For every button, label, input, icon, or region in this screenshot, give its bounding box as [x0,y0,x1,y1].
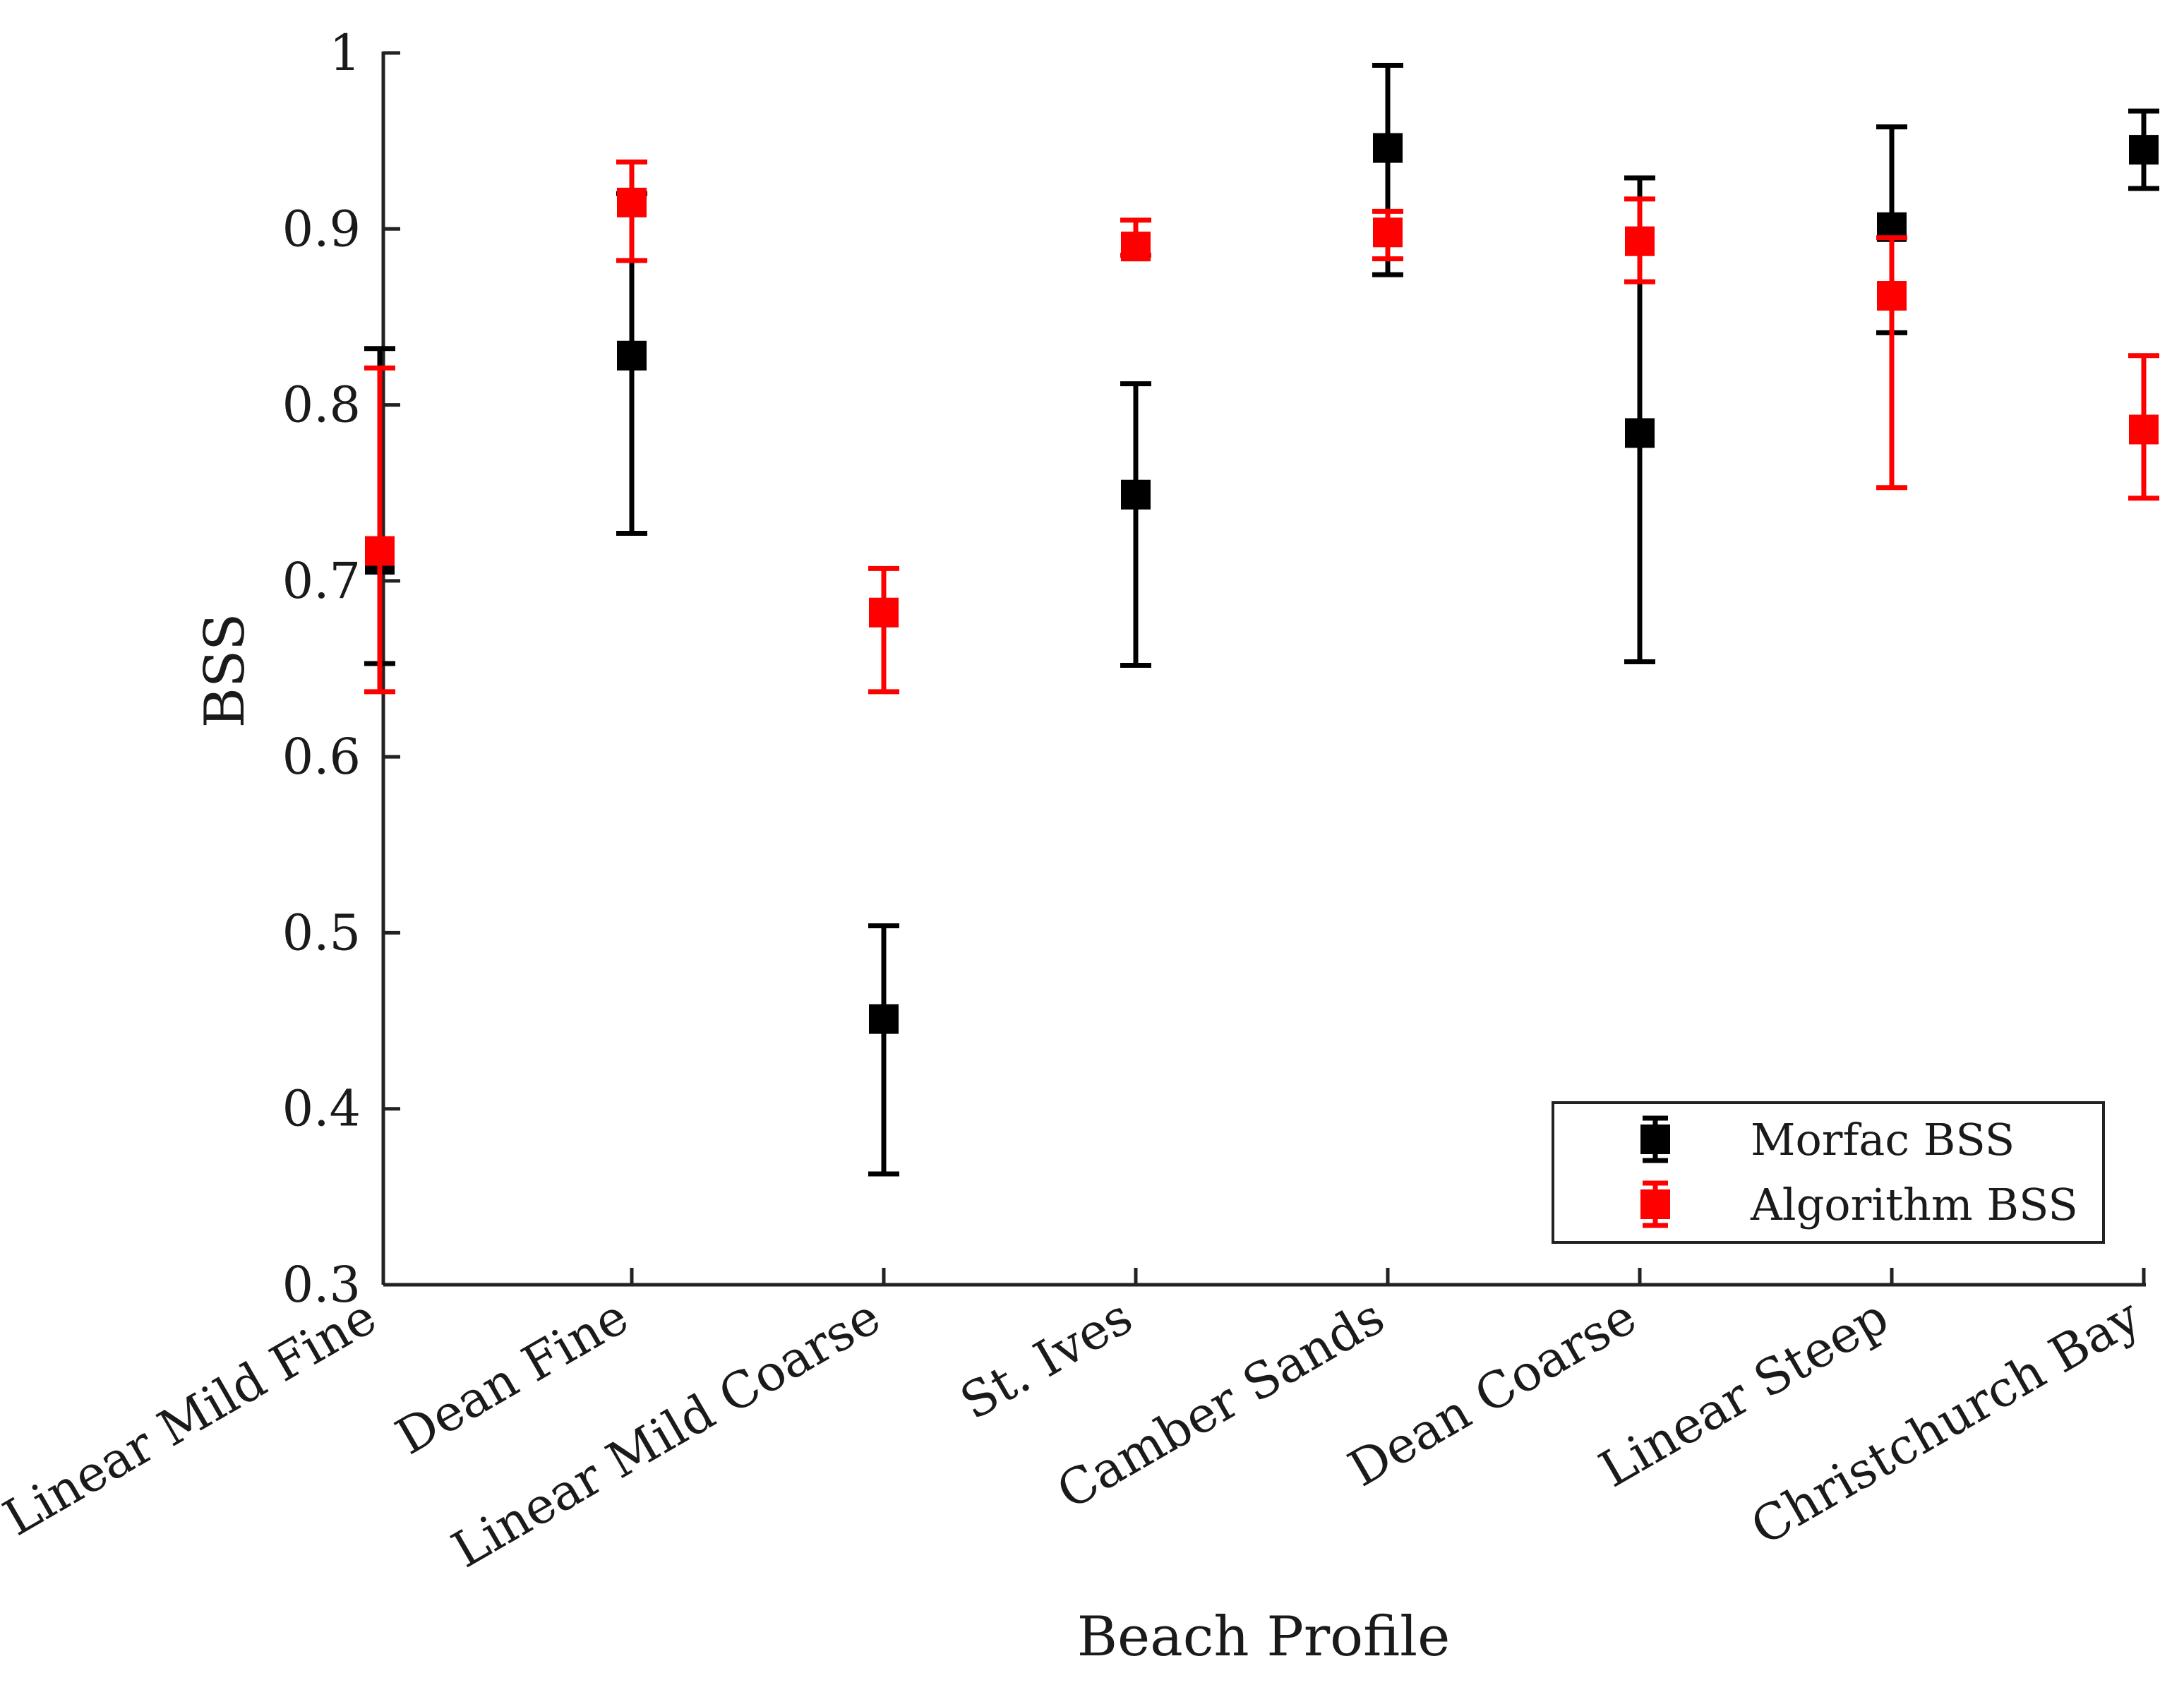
data-point [1373,217,1403,248]
legend-label: Algorithm BSS [1750,1179,2078,1230]
y-tick-label: 0.9 [282,200,361,258]
legend-marker [1640,1125,1670,1154]
data-point [1373,133,1403,163]
y-tick-label: 1 [329,24,361,82]
data-point [1121,232,1151,262]
data-point [2129,414,2159,445]
x-tick-label: Linear Mild Fine [0,1288,386,1547]
legend-marker [1640,1189,1670,1219]
data-point [365,536,395,566]
x-tick-label: Linear Mild Coarse [443,1288,890,1579]
legend-label: Morfac BSS [1751,1114,2015,1165]
data-point [869,597,899,628]
data-point [617,187,647,217]
series-1 [364,160,2159,695]
y-tick-label: 0.8 [282,376,361,434]
y-tick-label: 0.5 [282,904,361,961]
y-axis-label: BSS [193,613,257,728]
data-point [1625,418,1655,448]
x-axis-label: Beach Profile [1077,1605,1451,1669]
data-point [1877,281,1907,311]
y-tick-label: 0.4 [282,1080,361,1138]
data-point [2129,135,2159,165]
data-point [1121,479,1151,510]
data-point [869,1004,899,1034]
data-point [1625,226,1655,256]
x-tick-label: St. Ives [951,1288,1142,1432]
data-point [617,340,647,371]
y-tick-label: 0.6 [282,728,361,786]
y-tick-label: 0.3 [282,1256,361,1314]
legend: Morfac BSS Algorithm BSS [1552,1101,2105,1244]
y-tick-label: 0.7 [282,552,361,610]
